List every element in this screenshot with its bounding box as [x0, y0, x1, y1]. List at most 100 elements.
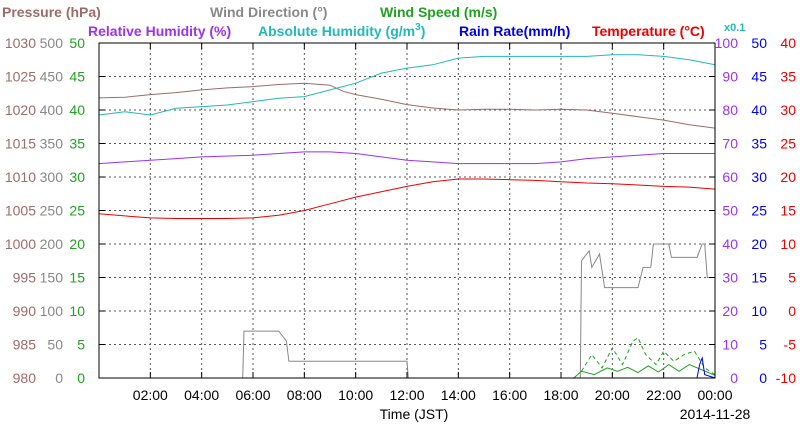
y-tick-label-pressure: 1015	[5, 136, 36, 152]
y-tick-label-rain-rate: 35	[751, 136, 767, 152]
y-tick-label-humidity: 0	[730, 370, 738, 386]
y-tick-label-temperature: 20	[780, 169, 796, 185]
y-tick-label-humidity: 100	[715, 35, 739, 51]
y-tick-label-temperature: 40	[780, 35, 796, 51]
x-tick-label: 06:00	[235, 387, 270, 403]
x-tick-label: 04:00	[184, 387, 219, 403]
series-line-pressure-hpa	[98, 82, 716, 129]
y-tick-label-humidity: 30	[722, 270, 738, 286]
y-tick-label-wind-speed: 15	[69, 270, 85, 286]
y-tick-label-rain-rate: 30	[751, 169, 767, 185]
y-tick-label-humidity: 40	[722, 236, 738, 252]
x-tick-label: 18:00	[543, 387, 578, 403]
x-tick-label: 16:00	[492, 387, 527, 403]
legend-wind-speed: Wind Speed (m/s)	[380, 4, 497, 20]
y-tick-label-wind-direction: 50	[47, 337, 63, 353]
y-tick-label-temperature: -10	[776, 370, 796, 386]
x-axis-title: Time (JST)	[380, 406, 449, 422]
y-tick-label-pressure: 1025	[5, 69, 36, 85]
y-tick-label-rain-rate: 50	[751, 35, 767, 51]
y-tick-label-wind-direction: 100	[40, 303, 64, 319]
y-tick-label-wind-direction: 350	[40, 136, 64, 152]
legend-pressure: Pressure (hPa)	[2, 4, 101, 20]
chart-date: 2014-11-28	[680, 406, 751, 422]
y-tick-label-temperature: 15	[780, 203, 796, 219]
x-tick-label: 22:00	[646, 387, 681, 403]
y-tick-label-wind-speed: 10	[69, 303, 85, 319]
y-tick-label-wind-direction: 250	[40, 203, 64, 219]
x-tick-label: 02:00	[133, 387, 168, 403]
y-tick-label-wind-speed: 20	[69, 236, 85, 252]
y-tick-label-wind-direction: 200	[40, 236, 64, 252]
y-tick-label-wind-speed: 5	[77, 337, 85, 353]
series-line-wind-speed-gust-m-s	[581, 337, 716, 376]
y-tick-label-wind-speed: 30	[69, 169, 85, 185]
y-tick-label-pressure: 1005	[5, 203, 36, 219]
y-tick-label-wind-speed: 35	[69, 136, 85, 152]
y-tick-label-rain-rate: 20	[751, 236, 767, 252]
y-tick-label-rain-rate: 10	[751, 303, 767, 319]
y-tick-label-temperature: 0	[788, 303, 796, 319]
axis-labels: 02:00 04:00 06:00 08:00 10:00 12:00 14:00 16:00…	[5, 35, 796, 403]
x-tick-label: 00:00	[697, 387, 732, 403]
series-line-temperature-c	[98, 178, 716, 219]
y-tick-label-temperature: 35	[780, 69, 796, 85]
y-tick-label-wind-direction: 500	[40, 35, 64, 51]
legend-absolute-humidity-prefix: Absolute Humidity (g/m	[258, 23, 415, 39]
y-tick-label-pressure: 1010	[5, 169, 36, 185]
y-tick-label-temperature: -5	[784, 337, 797, 353]
series-line-absolute-humidity-g-m-x0-1	[98, 54, 716, 116]
legend-wind-direction: Wind Direction (°)	[210, 4, 327, 20]
legend-absolute-humidity-sup: 3	[415, 22, 421, 33]
y-tick-label-rain-rate: 40	[751, 102, 767, 118]
x-tick-label: 14:00	[441, 387, 476, 403]
y-tick-label-rain-rate: 5	[759, 337, 767, 353]
legend-rain-rate: Rain Rate(mm/h)	[459, 23, 570, 39]
y-tick-label-pressure: 1030	[5, 35, 36, 51]
y-tick-label-pressure: 1000	[5, 236, 36, 252]
y-tick-label-wind-speed: 40	[69, 102, 85, 118]
y-tick-label-humidity: 80	[722, 102, 738, 118]
legend-temperature: Temperature (°C)	[592, 23, 705, 39]
y-tick-label-temperature: 30	[780, 102, 796, 118]
y-tick-label-humidity: 10	[722, 337, 738, 353]
y-tick-label-rain-rate: 25	[751, 203, 767, 219]
y-tick-label-pressure: 980	[13, 370, 37, 386]
y-tick-label-wind-direction: 150	[40, 270, 64, 286]
y-tick-label-humidity: 90	[722, 69, 738, 85]
y-tick-label-humidity: 70	[722, 136, 738, 152]
legend-relative-humidity: Relative Humidity (%)	[88, 23, 231, 39]
y-tick-label-wind-speed: 50	[69, 35, 85, 51]
y-tick-label-wind-speed: 0	[77, 370, 85, 386]
y-tick-label-wind-speed: 45	[69, 69, 85, 85]
y-tick-label-temperature: 25	[780, 136, 796, 152]
y-tick-label-temperature: 10	[780, 236, 796, 252]
y-tick-label-temperature: 5	[788, 270, 796, 286]
y-tick-label-humidity: 60	[722, 169, 738, 185]
legend-absolute-humidity-suffix: )	[421, 23, 426, 39]
x-tick-label: 10:00	[338, 387, 373, 403]
y-tick-label-pressure: 1020	[5, 102, 36, 118]
y-tick-label-humidity: 20	[722, 303, 738, 319]
y-tick-label-pressure: 990	[13, 303, 37, 319]
y-tick-label-wind-speed: 25	[69, 203, 85, 219]
x-tick-label: 12:00	[389, 387, 424, 403]
series-line-relative-humidity	[98, 151, 715, 165]
y-tick-label-wind-direction: 400	[40, 102, 64, 118]
y-tick-label-wind-direction: 300	[40, 169, 64, 185]
y-tick-label-rain-rate: 15	[751, 270, 767, 286]
x-tick-label: 08:00	[287, 387, 322, 403]
y-tick-label-humidity: 50	[722, 203, 738, 219]
grid	[99, 43, 715, 378]
y-tick-label-rain-rate: 45	[751, 69, 767, 85]
y-tick-label-wind-direction: 0	[55, 370, 63, 386]
series-line-wind-speed-m-s	[99, 363, 716, 379]
legend-absolute-humidity: Absolute Humidity (g/m3)	[258, 22, 425, 39]
legend-scale-note: x0.1	[724, 22, 745, 34]
y-tick-label-pressure: 995	[13, 270, 37, 286]
y-tick-label-wind-direction: 450	[40, 69, 64, 85]
x-tick-label: 20:00	[595, 387, 630, 403]
y-tick-label-pressure: 985	[13, 337, 37, 353]
